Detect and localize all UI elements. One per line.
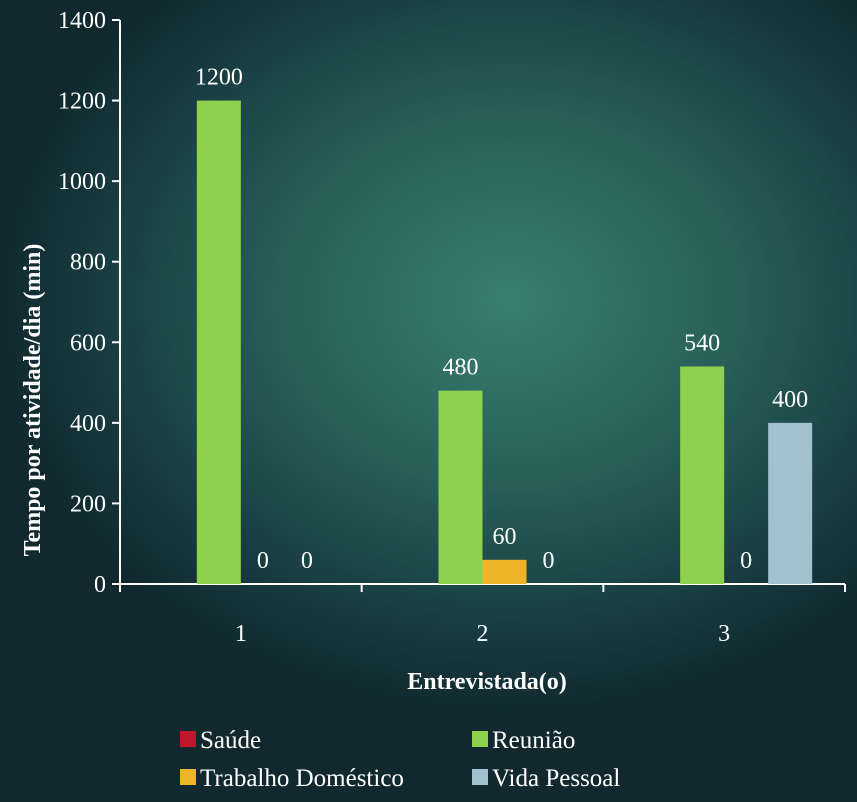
legend-item-saude: Saúde	[180, 727, 261, 755]
data-label: 0	[543, 548, 555, 574]
legend-swatch-trabalho-domestico	[180, 769, 196, 785]
data-labels: 1200 480 540 0 60 0 0 0 400	[195, 65, 808, 574]
legend-item-trabalho-domestico: Trabalho Doméstico	[180, 765, 404, 793]
x-axis-title: Entrevistada(o)	[407, 669, 567, 695]
data-label: 0	[257, 548, 269, 574]
y-tick-label: 1400	[58, 8, 106, 34]
legend-label-saude: Saúde	[200, 727, 262, 754]
bars	[196, 100, 813, 585]
legend-swatch-vida-pessoal	[472, 769, 488, 785]
y-tick-label: 600	[70, 330, 106, 356]
data-label: 0	[301, 548, 313, 574]
x-axis: 1 2 3	[119, 583, 846, 647]
legend-label-vida-pessoal: Vida Pessoal	[492, 765, 621, 792]
bar	[482, 559, 527, 584]
y-axis: 0 200 400 600 800 1000 1200 1400	[58, 8, 121, 598]
y-tick-label: 200	[70, 491, 106, 517]
legend-item-reuniao: Reunião	[472, 727, 575, 755]
x-tick-label: 2	[477, 621, 489, 647]
bar	[680, 366, 725, 584]
data-label: 480	[443, 355, 479, 381]
y-tick-label: 1200	[58, 89, 106, 115]
data-label: 60	[493, 524, 517, 550]
legend-swatch-saude	[180, 731, 196, 747]
bar	[196, 100, 241, 585]
y-tick-label: 0	[94, 572, 106, 598]
data-label: 1200	[195, 65, 243, 91]
legend: Saúde Reunião Trabalho Doméstico Vida Pe…	[180, 727, 700, 799]
bar	[438, 390, 483, 584]
data-label: 400	[772, 387, 808, 413]
x-tick-label: 1	[235, 621, 247, 647]
y-tick-label: 1000	[58, 169, 106, 195]
legend-swatch-reuniao	[472, 731, 488, 747]
y-tick-label: 400	[70, 411, 106, 437]
legend-label-trabalho-domestico: Trabalho Doméstico	[200, 765, 404, 792]
legend-item-vida-pessoal: Vida Pessoal	[472, 765, 620, 793]
y-axis-title: Tempo por atividade/dia (min)	[20, 244, 46, 557]
y-tick-label: 800	[70, 250, 106, 276]
bar	[768, 422, 813, 584]
data-label: 540	[684, 330, 720, 356]
legend-label-reuniao: Reunião	[492, 727, 576, 754]
x-tick-label: 3	[718, 621, 730, 647]
data-label: 0	[740, 548, 752, 574]
